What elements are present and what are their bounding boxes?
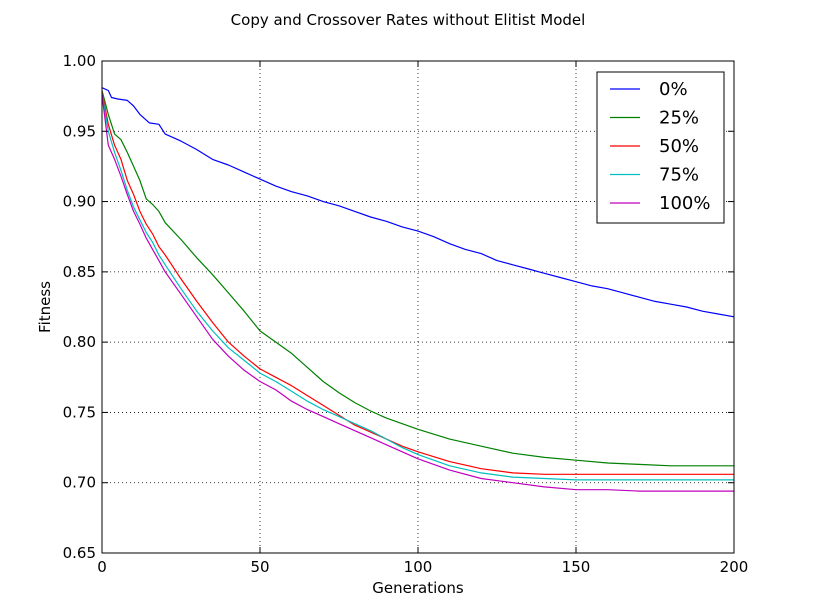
legend: 0% 25% 50% 75% 100%	[596, 71, 725, 224]
legend-label: 100%	[659, 193, 710, 214]
series-line-100pct	[101, 94, 734, 492]
chart-title: Copy and Crossover Rates without Elitist…	[231, 11, 586, 29]
series-lines	[101, 87, 735, 492]
x-tick-label: 0	[97, 558, 107, 576]
y-tick-label: 1.00	[63, 52, 96, 70]
x-tick-label: 50	[250, 558, 269, 576]
legend-label: 50%	[659, 136, 699, 157]
legend-label: 0%	[659, 79, 688, 100]
legend-label: 75%	[659, 165, 699, 186]
x-tick-label: 200	[720, 558, 749, 576]
axis-ticks: 0 50 100 150 200 0.65 0.70 0.75 0.80 0.85 0.90 0.95…	[63, 52, 749, 576]
series-line-50pct	[101, 91, 734, 475]
series-line-0pct	[101, 87, 735, 318]
y-tick-label: 0.95	[63, 122, 96, 140]
grid	[102, 61, 734, 553]
series-line-75pct	[101, 93, 734, 481]
y-tick-label: 0.85	[63, 263, 96, 281]
y-axis-label: Fitness	[36, 281, 54, 333]
x-tick-label: 150	[562, 558, 591, 576]
y-tick-label: 0.75	[63, 403, 96, 421]
series-line-25pct	[101, 90, 734, 467]
x-axis-label: Generations	[372, 579, 464, 597]
legend-label: 25%	[659, 108, 699, 129]
y-tick-label: 0.80	[63, 333, 96, 351]
x-tick-label: 100	[404, 558, 433, 576]
y-tick-label: 0.70	[63, 474, 96, 492]
legend-box	[596, 71, 725, 224]
y-tick-label: 0.90	[63, 193, 96, 211]
y-tick-label: 0.65	[63, 544, 96, 562]
